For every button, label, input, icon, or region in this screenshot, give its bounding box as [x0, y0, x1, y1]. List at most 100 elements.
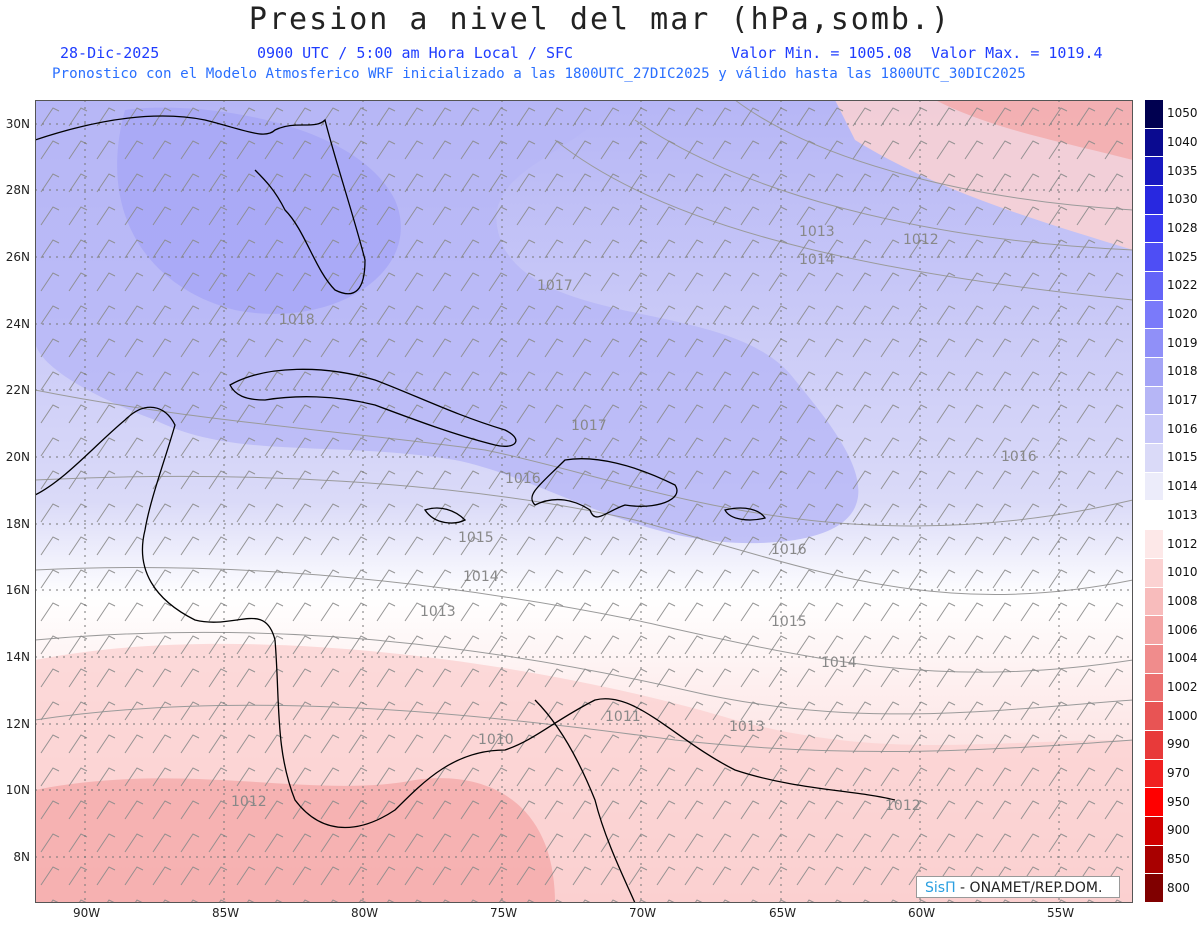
lat-lon-grid: [35, 100, 1133, 903]
map-title: Presion a nivel del mar (hPa,somb.): [248, 2, 952, 37]
colorbar-label: 900: [1167, 823, 1190, 838]
lat-label: 18N: [5, 517, 30, 531]
isobar-label: 1016: [771, 542, 807, 558]
colorbar-label: 1025: [1167, 249, 1198, 264]
colorbar-segment: [1145, 415, 1163, 445]
isobar-label: 1017: [571, 418, 607, 434]
lon-label: 60W: [908, 906, 936, 920]
lat-label: 16N: [5, 583, 30, 597]
colorbar-label: 1014: [1167, 479, 1198, 494]
lat-label: 24N: [5, 317, 30, 331]
lon-label: 90W: [73, 906, 101, 920]
venezuela-basin-coast: [534, 699, 636, 903]
lon-label: 75W: [490, 906, 518, 920]
credit-text: - ONAMET/REP.DOM.: [955, 880, 1103, 896]
lon-label: 85W: [212, 906, 240, 920]
colorbar-segment: [1145, 644, 1163, 674]
colorbar-segment: [1145, 616, 1163, 645]
lat-label: 28N: [5, 183, 30, 197]
isobar-label: 1016: [1001, 449, 1037, 465]
pressure-colorbar: [1145, 100, 1163, 903]
lat-label: 12N: [5, 717, 30, 731]
colorbar-segment: [1145, 759, 1163, 789]
colorbar-segment: [1145, 501, 1163, 531]
colorbar-label: 1018: [1167, 364, 1198, 379]
colorbar-label: 850: [1167, 851, 1190, 866]
hispaniola-coast: [531, 458, 678, 518]
colorbar-segment: [1145, 673, 1163, 703]
lon-label: 65W: [769, 906, 797, 920]
sispi-logo: SisΠ: [925, 880, 956, 896]
colorbar-label: 1050: [1167, 106, 1198, 121]
jamaica-coast: [423, 507, 467, 524]
colorbar-segment: [1145, 530, 1163, 559]
puerto-rico-coast: [724, 507, 767, 521]
colorbar-label: 1017: [1167, 393, 1198, 408]
isobar-label: 1013: [799, 224, 835, 240]
pressure-map: 1013 1012 1014 1017 1018 1017 1016 1015 …: [35, 100, 1133, 903]
lon-label: 80W: [351, 906, 379, 920]
isobar-label: 1016: [505, 471, 541, 487]
lat-label: 10N: [5, 783, 30, 797]
lat-label: 22N: [5, 383, 30, 397]
wind-barbs: [35, 100, 1133, 903]
colorbar-segment: [1145, 788, 1163, 817]
colorbar-label: 1008: [1167, 593, 1198, 608]
colorbar-segment: [1145, 702, 1163, 731]
colorbar-segment: [1145, 874, 1163, 903]
central-south-america-coast: [35, 406, 896, 829]
colorbar-label: 1028: [1167, 221, 1198, 236]
isobar-label: 1013: [420, 604, 456, 620]
colorbar-segment: [1145, 214, 1163, 244]
min-value: Valor Min. = 1005.08: [731, 44, 912, 62]
colorbar-label: 1040: [1167, 135, 1198, 150]
colorbar-label: 1002: [1167, 679, 1198, 694]
coastlines: [35, 115, 896, 903]
colorbar-segment: [1145, 587, 1163, 617]
lat-label: 30N: [5, 117, 30, 131]
isobar-label: 1014: [463, 569, 499, 585]
colorbar-segment: [1145, 845, 1163, 875]
colorbar-segment: [1145, 100, 1163, 129]
colorbar-label: 1013: [1167, 507, 1198, 522]
colorbar-segment: [1145, 272, 1163, 301]
colorbar-segment: [1145, 358, 1163, 387]
colorbar-segment: [1145, 157, 1163, 187]
colorbar-segment: [1145, 730, 1163, 760]
colorbar-label: 1022: [1167, 278, 1198, 293]
isobar-label: 1011: [605, 709, 641, 725]
credit-box: SisΠ - ONAMET/REP.DOM.: [916, 876, 1120, 898]
isobar-label: 1014: [799, 252, 835, 268]
isobar-label: 1012: [903, 232, 939, 248]
isobar-label: 1012: [885, 798, 921, 814]
colorbar-segment: [1145, 472, 1163, 502]
isobar-label: 1014: [821, 655, 857, 671]
isobar-label: 1017: [537, 278, 573, 294]
isobar-label: 1015: [458, 530, 494, 546]
lat-label: 20N: [5, 450, 30, 464]
colorbar-label: 1015: [1167, 450, 1198, 465]
lat-label: 26N: [5, 250, 30, 264]
colorbar-segment: [1145, 329, 1163, 359]
isobar-label: 1010: [478, 732, 514, 748]
isobar-label: 1015: [771, 614, 807, 630]
colorbar-segment: [1145, 386, 1163, 416]
forecast-date: 28-Dic-2025: [60, 44, 160, 62]
isobar-labels: 1013 1012 1014 1017 1018 1017 1016 1015 …: [231, 224, 1037, 814]
lon-label: 55W: [1047, 906, 1075, 920]
isobar-label: 1013: [729, 719, 765, 735]
colorbar-segment: [1145, 816, 1163, 846]
map-frame: [35, 100, 1133, 903]
colorbar-label: 1035: [1167, 163, 1198, 178]
colorbar-segment: [1145, 128, 1163, 158]
colorbar-label: 1012: [1167, 536, 1198, 551]
lon-label: 70W: [629, 906, 657, 920]
colorbar-label: 1030: [1167, 192, 1198, 207]
colorbar-label: 970: [1167, 765, 1190, 780]
lat-label: 8N: [13, 850, 30, 864]
model-info: Pronostico con el Modelo Atmosferico WRF…: [52, 66, 1026, 82]
colorbar-label: 800: [1167, 880, 1190, 895]
colorbar-label: 990: [1167, 737, 1190, 752]
lat-label: 14N: [5, 650, 30, 664]
isobar-label: 1012: [231, 794, 267, 810]
